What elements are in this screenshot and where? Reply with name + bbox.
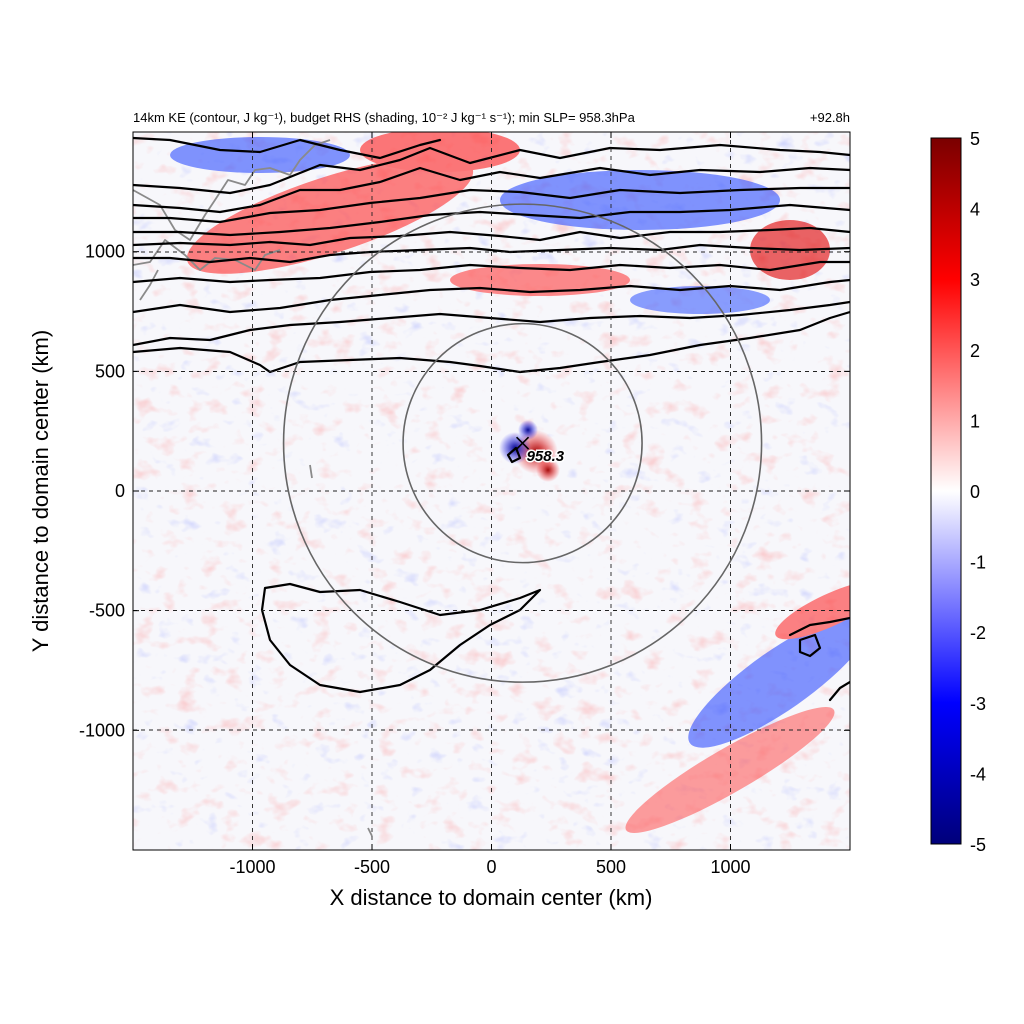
y-axis-label: Y distance to domain center (km) [28,330,53,652]
y-axis-ticks: -1000 -500 0 500 1000 [79,242,850,740]
y-tick-label: 500 [95,361,125,381]
ke-contours [133,136,850,702]
colorbar-tick-label: 0 [970,482,980,502]
x-tick-label: 1000 [710,857,750,877]
x-axis-label: X distance to domain center (km) [330,885,653,910]
colorbar-tick-label: 2 [970,341,980,361]
y-tick-label: 0 [115,481,125,501]
colorbar-tick-label: -4 [970,764,986,784]
y-tick-label: 1000 [85,242,125,262]
x-tick-label: 0 [486,857,496,877]
colorbar-tick-label: -5 [970,835,986,855]
colorbar-tick-label: 1 [970,411,980,431]
colorbar: 5 4 3 2 1 0 -1 -2 -3 -4 -5 [930,129,986,855]
x-axis-ticks: -1000 -500 0 500 1000 [229,132,751,877]
radius-rings [282,203,763,683]
storm-center-marker: 958.3 [516,436,566,467]
colorbar-tick-label: 3 [970,270,980,290]
x-tick-label: -1000 [229,857,275,877]
forecast-hour-label: +92.8h [810,110,850,125]
colorbar-tick-label: 4 [970,200,980,220]
radius-ring [402,322,643,564]
colorbar-gradient [930,137,962,845]
y-tick-label: -1000 [79,720,125,740]
colorbar-tick-label: -1 [970,553,986,573]
colorbar-tick-label: -2 [970,623,986,643]
x-tick-label: 500 [596,857,626,877]
radius-ring [282,203,763,683]
min-slp-label: 958.3 [527,448,565,465]
shading-field [133,132,850,850]
colorbar-tick-label: -3 [970,694,986,714]
colorbar-ticks: 5 4 3 2 1 0 -1 -2 -3 -4 -5 [970,129,986,855]
y-tick-label: -500 [89,601,125,621]
x-tick-label: -500 [354,857,390,877]
chart-title: 14km KE (contour, J kg⁻¹), budget RHS (s… [133,110,636,125]
colorbar-tick-label: 5 [970,129,980,149]
